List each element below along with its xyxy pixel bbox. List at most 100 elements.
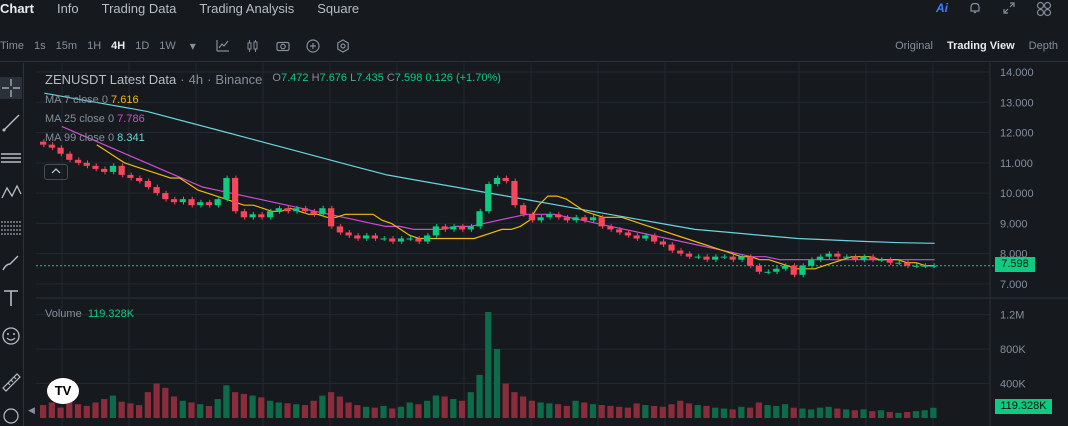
ma25-line	[61, 125, 935, 261]
price-chart[interactable]: 14.00013.00012.00011.00010.0009.0008.000…	[25, 63, 1068, 426]
volume-bar	[616, 406, 623, 418]
candle-body	[703, 256, 710, 260]
volume-label: Volume	[45, 308, 82, 320]
volume-bar	[144, 392, 151, 418]
volume-bar	[581, 402, 588, 418]
time-label[interactable]: Time	[0, 39, 25, 52]
candle-body	[424, 235, 431, 242]
horizontal-lines-icon[interactable]	[0, 147, 22, 169]
candle-body	[170, 199, 178, 203]
view-original[interactable]: Original	[895, 39, 933, 52]
candle-body	[616, 229, 623, 233]
scroll-left-icon[interactable]: ◀	[28, 405, 35, 415]
camera-icon[interactable]	[276, 39, 290, 53]
tab-trading-analysis[interactable]: Trading Analysis	[199, 0, 295, 16]
candle-body	[895, 262, 902, 264]
candle-body	[554, 214, 562, 218]
candles	[40, 139, 937, 278]
volume-bar	[66, 400, 73, 418]
price-tick-label: 14.000	[1000, 67, 1034, 79]
volume-bar	[633, 403, 640, 418]
interval-1s[interactable]: 1s	[34, 39, 46, 52]
tab-chart[interactable]: Chart	[0, 0, 34, 16]
interval-1w[interactable]: 1W	[159, 39, 176, 52]
volume-bar	[205, 405, 213, 418]
volume-bar	[415, 404, 422, 418]
candle-type-icon[interactable]	[246, 39, 260, 53]
bell-icon[interactable]	[968, 1, 982, 15]
tab-square[interactable]: Square	[317, 0, 360, 16]
candle-body	[223, 177, 230, 200]
magnet-icon[interactable]	[0, 405, 22, 426]
volume-bar	[214, 399, 221, 418]
text-tool-icon[interactable]	[0, 287, 22, 309]
interval-4h[interactable]: 4H	[111, 39, 126, 52]
indicators-icon[interactable]	[216, 39, 230, 53]
candle-body	[633, 235, 640, 239]
interval-1h[interactable]: 1H	[87, 39, 102, 52]
volume-bar	[904, 411, 911, 418]
view-trading-view[interactable]: Trading View	[946, 39, 1015, 52]
ma-label: MA 7 close 0	[45, 94, 112, 106]
settings-hex-icon[interactable]	[336, 38, 350, 53]
trend-line-icon[interactable]	[0, 112, 22, 134]
volume-bar	[136, 405, 143, 418]
interval-label: 4h	[188, 72, 204, 87]
candle-body	[319, 208, 326, 215]
candle-body	[834, 253, 841, 257]
chart-legend: ZENUSDT Latest Data · 4h · Binance O7.47…	[45, 72, 501, 144]
volume-bar	[424, 400, 431, 418]
candle-body	[921, 265, 928, 267]
volume-bar	[781, 404, 789, 418]
interval-1d[interactable]: 1D	[135, 39, 150, 52]
volume-bar	[476, 374, 483, 418]
layout-grid-icon[interactable]	[1036, 1, 1052, 17]
tab-trading-data[interactable]: Trading Data	[101, 0, 177, 16]
candle-body	[659, 241, 666, 245]
brush-icon[interactable]	[0, 252, 22, 274]
legend-sep: ·	[180, 72, 185, 87]
volume-bar	[240, 393, 247, 418]
volume-bar	[109, 395, 117, 418]
volume-bar	[319, 395, 326, 418]
candle-body	[790, 265, 797, 275]
volume-bar	[371, 407, 378, 418]
volume-bar	[799, 408, 806, 418]
volume-bar	[362, 406, 370, 418]
candle-body	[284, 208, 291, 212]
ruler-icon[interactable]	[0, 371, 22, 393]
candle-body	[197, 202, 204, 206]
view-selector: Original Trading View Depth	[895, 40, 1058, 52]
tab-info[interactable]: Info	[56, 0, 79, 16]
volume-bar	[685, 403, 693, 418]
candle-body	[816, 256, 824, 260]
volume-value: 119.328K	[87, 308, 135, 320]
candle-body	[188, 199, 195, 206]
view-depth[interactable]: Depth	[1028, 39, 1058, 52]
candle-body	[607, 226, 614, 230]
fib-retracement-icon[interactable]	[0, 217, 22, 239]
ma-value: 8.341	[117, 132, 145, 144]
candle-body	[389, 238, 396, 242]
volume-bar	[336, 396, 343, 418]
volume-bar	[406, 402, 413, 418]
volume-bar	[380, 405, 387, 418]
candle-body	[904, 262, 911, 266]
pattern-icon[interactable]	[0, 182, 22, 204]
volume-tick-label: 800K	[1000, 344, 1026, 356]
candle-body	[66, 153, 73, 160]
volume-bar	[57, 407, 64, 418]
volume-bar	[563, 405, 570, 418]
volume-bar	[746, 407, 754, 418]
open-value: 7.472	[280, 72, 309, 84]
expand-icon[interactable]	[1002, 1, 1016, 15]
interval-15m[interactable]: 15m	[55, 39, 78, 52]
collapse-legend-button[interactable]	[44, 164, 68, 180]
crosshair-icon[interactable]	[0, 77, 22, 99]
emoji-icon[interactable]	[0, 325, 22, 347]
ai-assistant-icon[interactable]: Ai	[936, 1, 948, 15]
add-circle-icon[interactable]	[306, 38, 320, 53]
chevron-down-icon[interactable]: ▾	[189, 38, 196, 53]
volume-bar	[650, 405, 658, 418]
price-tick-label: 12.000	[1000, 128, 1034, 140]
